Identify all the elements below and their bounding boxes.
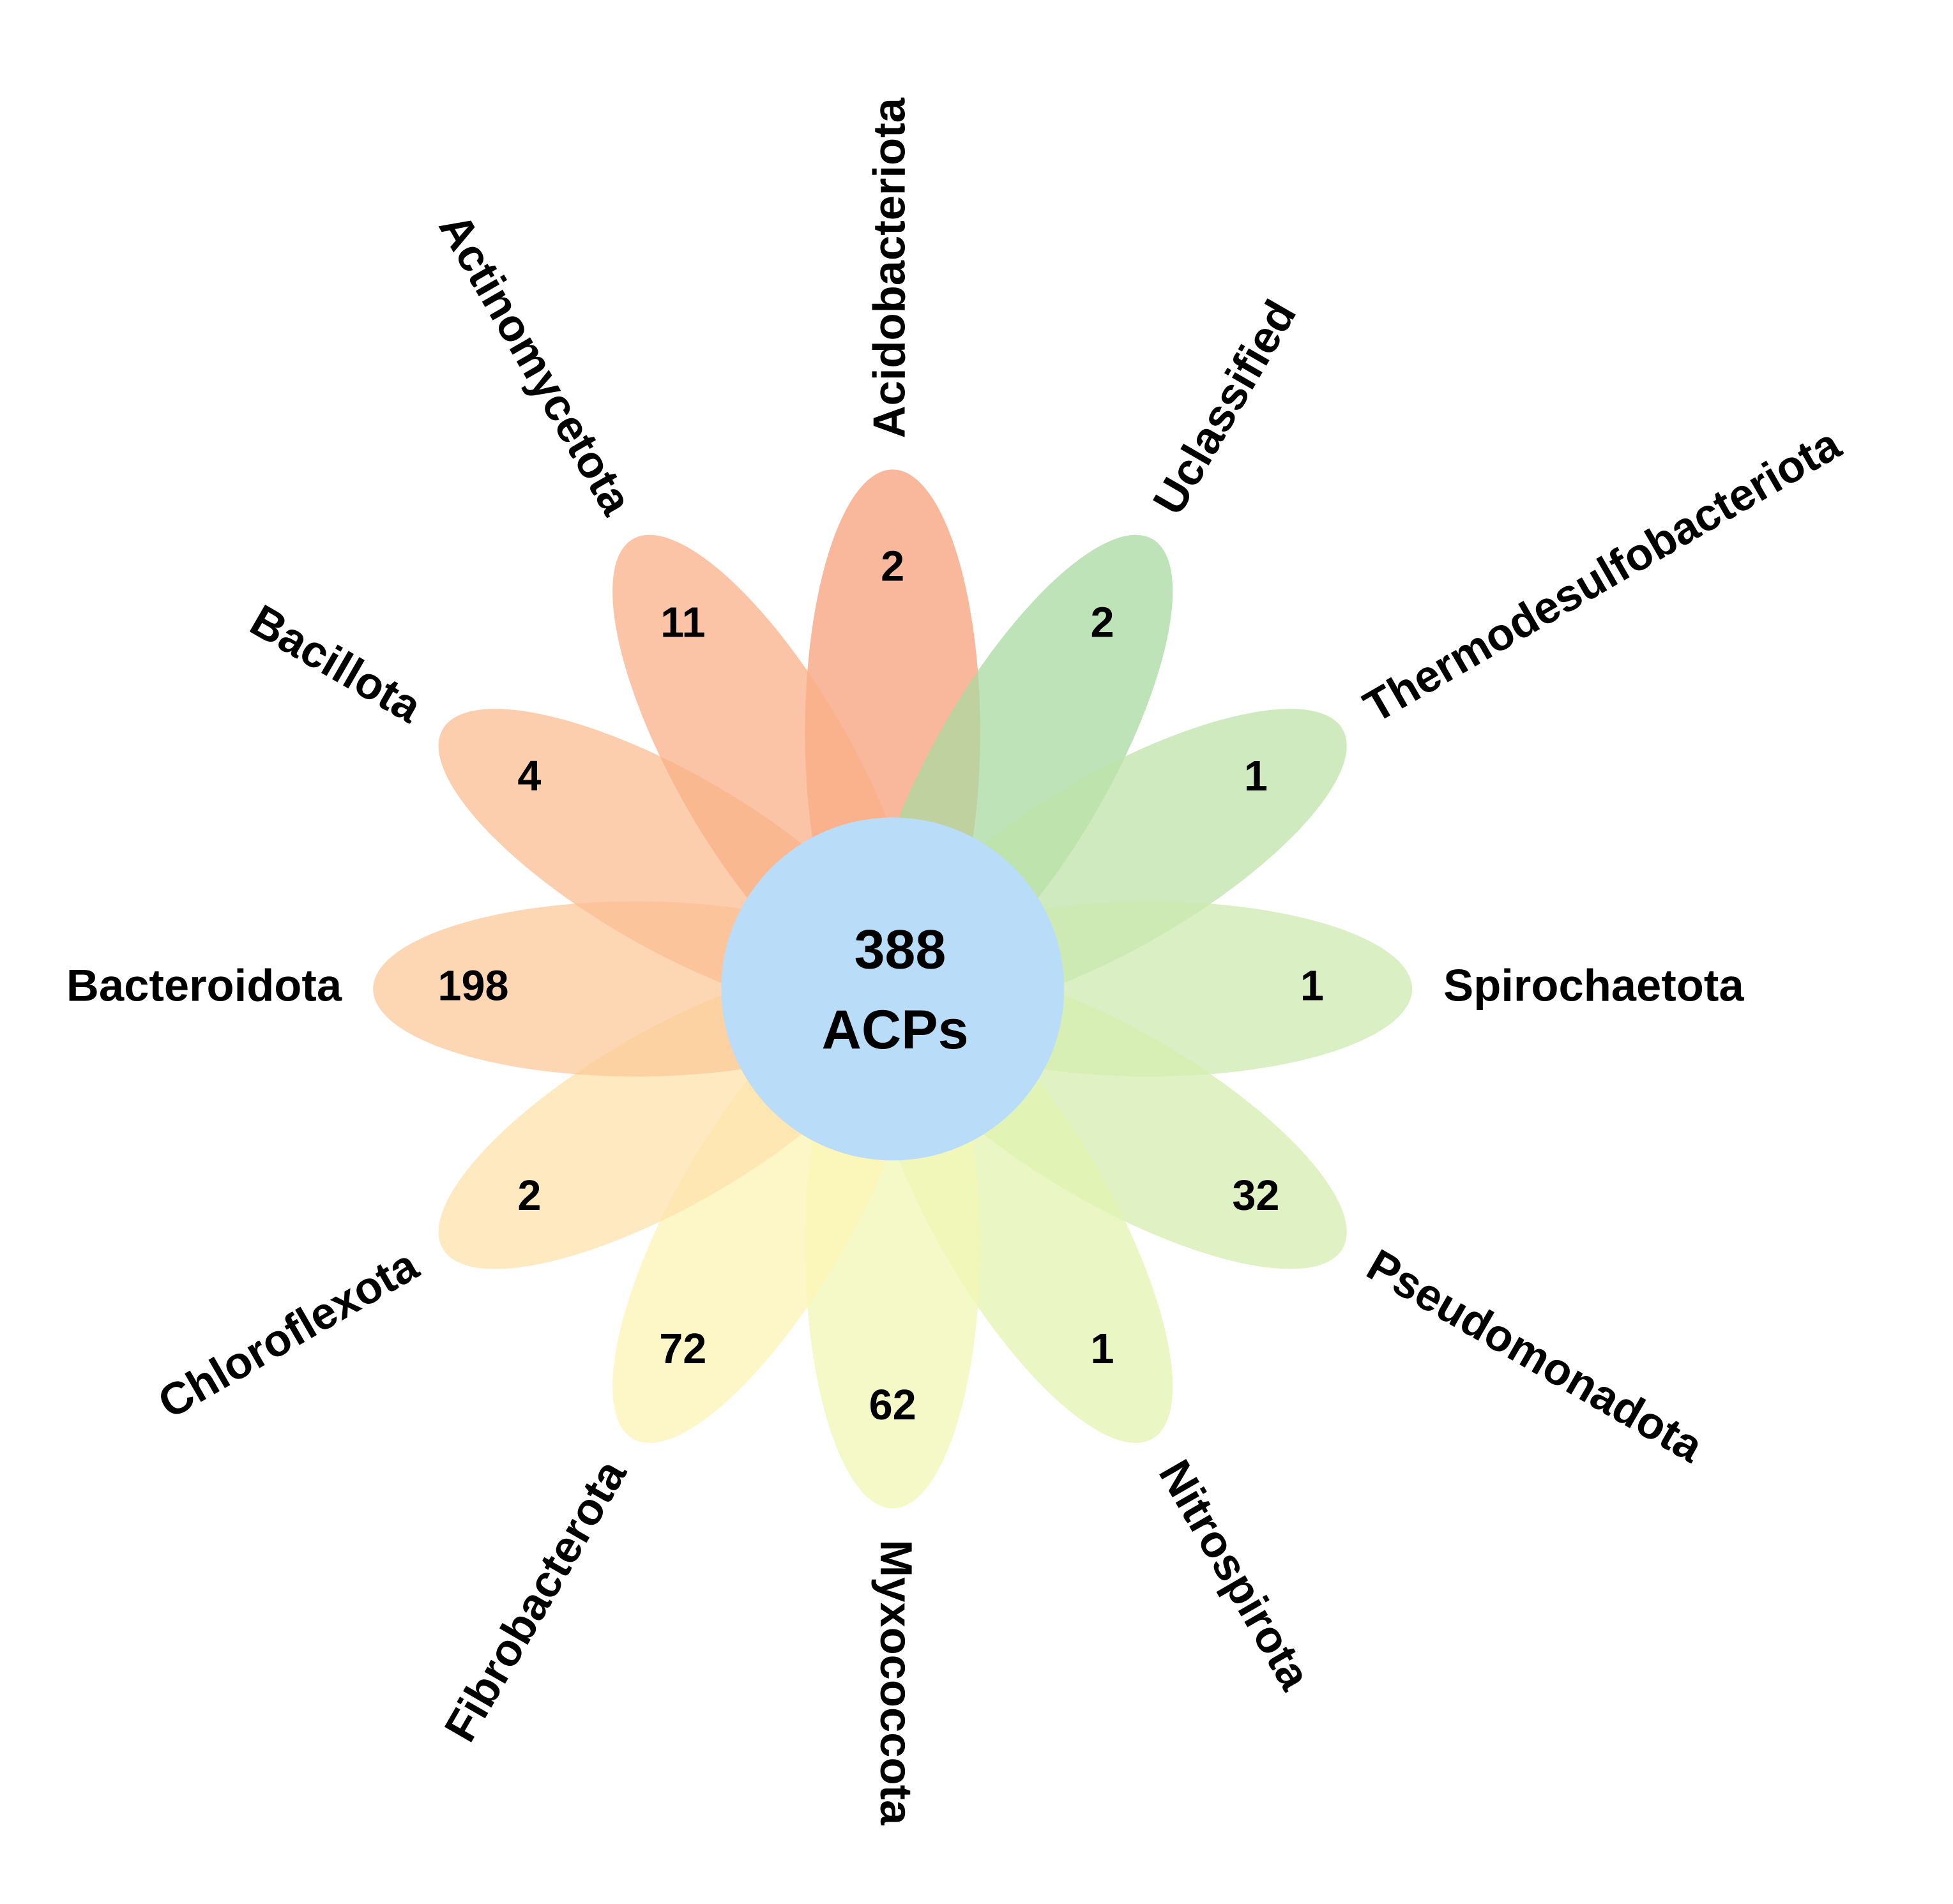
petal-value: 198 bbox=[437, 962, 508, 1009]
petal-value: 32 bbox=[1232, 1172, 1279, 1220]
petal-value: 4 bbox=[517, 753, 541, 800]
petal-value: 2 bbox=[881, 543, 904, 591]
petal-value: 2 bbox=[1090, 600, 1114, 647]
petal-name: Bacillota bbox=[242, 594, 430, 732]
petal-name: Chloroflexota bbox=[149, 1239, 427, 1428]
petal-name: Actinomycetota bbox=[430, 205, 642, 523]
petal-name: Thermodesulfobacteriota bbox=[1355, 418, 1849, 732]
petal-name: Myxococcota bbox=[871, 1539, 922, 1825]
petal-value: 1 bbox=[1090, 1326, 1114, 1373]
petal-value: 1 bbox=[1244, 753, 1268, 800]
petal-name: Fibrobacterota bbox=[434, 1451, 636, 1749]
center: 388 ACPs bbox=[721, 817, 1065, 1161]
petal-value: 1 bbox=[1300, 962, 1324, 1009]
petal-name: Uclassified bbox=[1143, 292, 1306, 523]
petal-name: Acidobacteriota bbox=[863, 97, 914, 438]
petal-value: 72 bbox=[659, 1326, 706, 1373]
petal-name: Spirochaetota bbox=[1443, 960, 1744, 1010]
center-value: 388 bbox=[854, 919, 946, 981]
petal-value: 2 bbox=[517, 1172, 541, 1220]
center-circle bbox=[721, 817, 1065, 1161]
center-label: ACPs bbox=[822, 999, 969, 1061]
petal-value: 62 bbox=[869, 1382, 916, 1429]
petal-name: Bacteroidota bbox=[66, 960, 342, 1010]
petal-name: Pseudomonadota bbox=[1359, 1239, 1712, 1472]
petal-name: Nitrospirota bbox=[1150, 1451, 1321, 1698]
petal-value: 11 bbox=[660, 600, 705, 647]
